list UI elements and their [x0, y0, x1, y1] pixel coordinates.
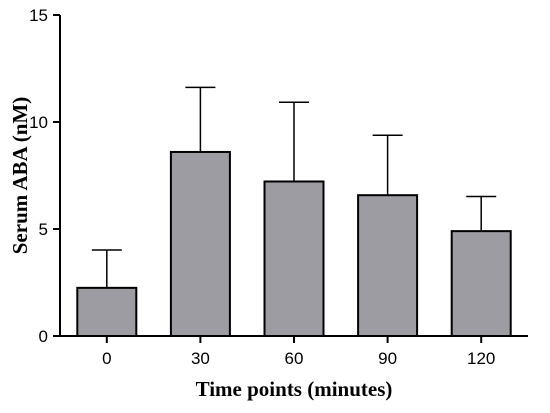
bar: [450, 230, 512, 337]
bar: [263, 180, 325, 337]
x-axis-title: Time points (minutes): [196, 377, 393, 401]
x-tick-label: 120: [467, 349, 495, 368]
x-tick-label: 90: [378, 349, 397, 368]
y-tick-label: 10: [29, 113, 48, 132]
x-tick-label: 60: [285, 349, 304, 368]
y-tick-label: 5: [39, 220, 48, 239]
bar: [357, 194, 419, 337]
x-tick-label: 0: [102, 349, 111, 368]
bar: [169, 150, 231, 337]
x-ticks: 0 30 60 90 120: [102, 336, 495, 368]
y-axis-title: Serum ABA (nM): [8, 97, 32, 255]
x-tick-label: 30: [191, 349, 210, 368]
bar: [76, 286, 138, 338]
y-ticks: 0 5 10 15: [29, 6, 60, 346]
y-tick-label: 0: [39, 327, 48, 346]
y-tick-label: 15: [29, 6, 48, 25]
error-bars-layer: [91, 86, 497, 288]
